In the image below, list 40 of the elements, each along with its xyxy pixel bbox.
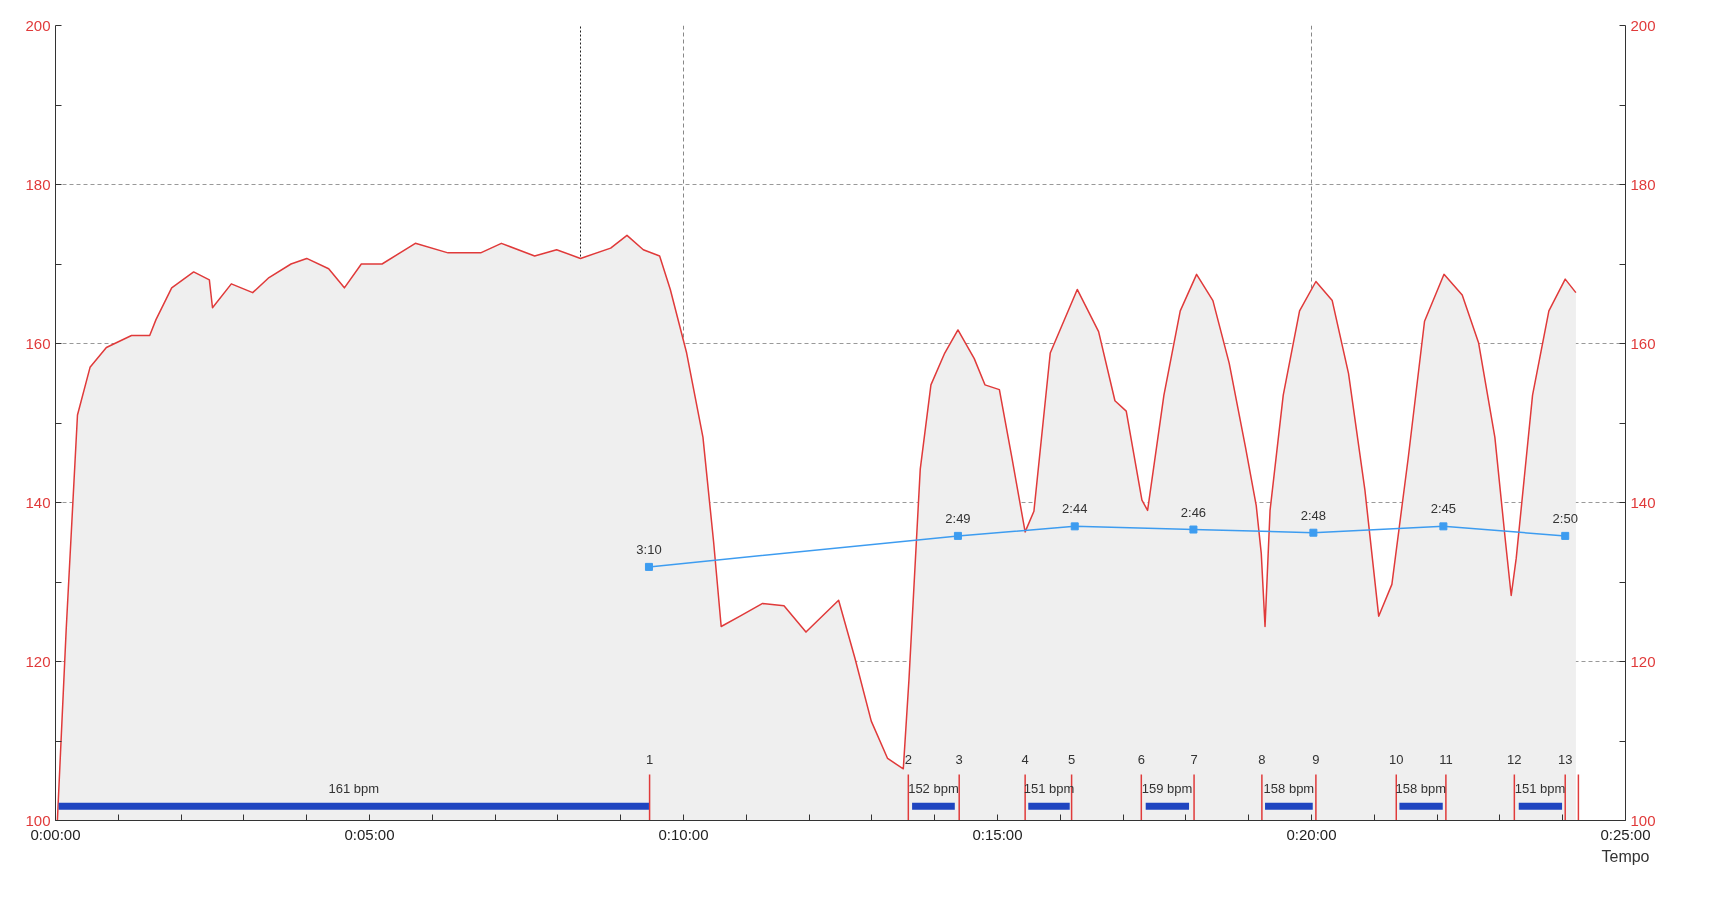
y-tick-label: 160 — [25, 334, 51, 352]
y-tick-label: 180 — [25, 175, 51, 193]
x-tick-label: 0:20:00 — [1286, 825, 1337, 843]
annotation: 151 bpm — [1514, 781, 1566, 797]
annotation: 6 — [1137, 752, 1145, 768]
x-axis-title: Tempo — [1601, 847, 1650, 865]
annotation: 2:44 — [1062, 501, 1088, 517]
annotation: 159 bpm — [1141, 781, 1193, 797]
annotation: 2:50 — [1552, 510, 1578, 526]
annotation: 13 — [1557, 752, 1573, 768]
annotation: 2:46 — [1180, 504, 1207, 520]
y2-tick-label: 160 — [1630, 334, 1656, 352]
annotation: 161 bpm — [328, 781, 380, 797]
annotation: 7 — [1190, 752, 1198, 768]
annotation: 5 — [1067, 752, 1076, 768]
annotation: 2:48 — [1300, 507, 1327, 523]
y2-tick-label: 180 — [1630, 175, 1656, 193]
annotation: 4 — [1021, 752, 1029, 768]
annotation: 158 bpm — [1263, 781, 1315, 797]
annotation: 152 bpm — [908, 781, 959, 797]
y2-tick-label: 200 — [1630, 16, 1656, 34]
annotation: 1 — [645, 752, 654, 768]
annotation: 3:10 — [636, 541, 662, 557]
annotation: 2 — [904, 752, 912, 768]
x-tick-label: 0:10:00 — [658, 825, 709, 843]
annotation: 11 — [1439, 752, 1453, 768]
annotation: 10 — [1389, 752, 1404, 768]
x-tick-label: 0:05:00 — [344, 825, 395, 843]
x-tick-label: 0:15:00 — [972, 825, 1023, 843]
annotation: 2:49 — [945, 510, 971, 526]
y-tick-label: 140 — [25, 493, 51, 511]
annotation: 12 — [1507, 752, 1522, 768]
annotation: 2:45 — [1430, 501, 1457, 517]
y-tick-label: 120 — [25, 652, 51, 670]
annotation: 8 — [1258, 752, 1266, 768]
annotation: 9 — [1312, 752, 1320, 768]
y2-tick-label: 120 — [1630, 652, 1656, 670]
annotation: 3 — [955, 752, 963, 768]
y2-tick-label: 140 — [1630, 493, 1656, 511]
y-tick-label: 200 — [25, 16, 51, 34]
